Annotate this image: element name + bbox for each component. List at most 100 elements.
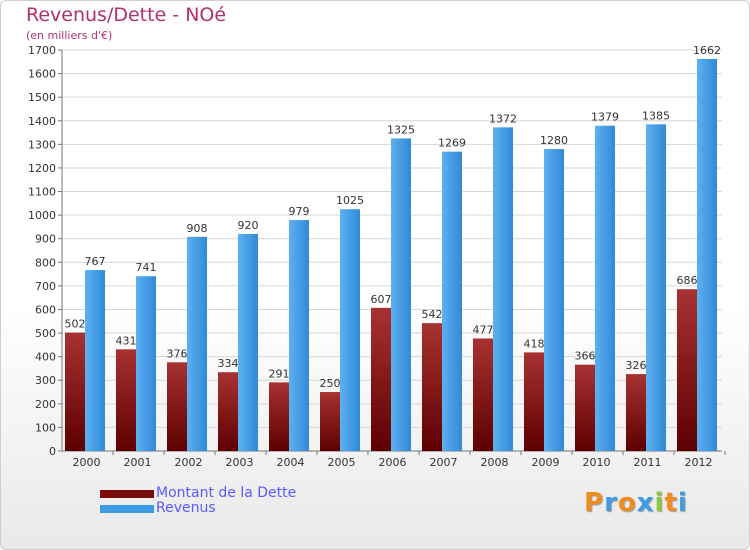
data-label: 908 [187,222,208,235]
x-tick-label: 2004 [277,456,305,469]
data-label: 334 [218,357,239,370]
x-tick-label: 2008 [481,456,509,469]
y-tick-label: 300 [35,374,56,387]
y-tick-label: 800 [35,256,56,269]
data-label: 741 [136,261,157,274]
bar-revenus [136,276,156,451]
data-label: 920 [238,219,259,232]
bar-dette [575,364,595,451]
bar-revenus [697,58,717,451]
x-tick-label: 2001 [124,456,152,469]
bar-revenus [595,125,615,452]
y-tick-label: 1300 [28,138,56,151]
bar-revenus [442,151,462,452]
bar-revenus [340,209,360,451]
bar-revenus [238,233,258,451]
bar-dette [218,372,238,451]
x-tick-label: 2006 [379,456,407,469]
bar-dette [677,289,697,451]
y-tick-label: 0 [49,445,56,458]
bar-revenus [187,236,207,451]
x-tick-label: 2003 [226,456,254,469]
bar-dette [269,382,289,451]
data-label: 418 [524,337,545,350]
x-tick-label: 2005 [328,456,356,469]
data-label: 502 [65,318,86,331]
legend-label-revenus: Revenus [156,500,216,516]
chart-subtitle: (en milliers d'€) [26,29,113,42]
y-tick-labels: 0 100 200 300 400 500 600 700 800 900 1000 1100 1200… [28,44,62,458]
bar-revenus [289,220,309,451]
data-label: 607 [371,293,392,306]
data-label: 1269 [438,137,466,150]
y-tick-label: 1100 [28,186,56,199]
data-label: 1325 [387,123,415,136]
y-tick-label: 400 [35,351,56,364]
data-label: 250 [320,377,341,390]
bar-revenus [391,138,411,452]
bar-dette [320,392,340,451]
y-tick-label: 500 [35,327,56,340]
y-tick-label: 1500 [28,91,56,104]
bar-revenus [646,124,666,451]
chart-title: Revenus/Dette - NOé [26,4,227,26]
bar-dette [371,307,391,451]
logo-letter: i [677,488,688,518]
logo-letter: P [584,488,605,518]
bar-revenus [85,270,105,451]
y-tick-label: 700 [35,280,56,293]
data-label: 1025 [336,194,364,207]
logo-letter: r [604,488,618,518]
proxiti-logo: Proxiti [584,488,688,518]
bar-dette [116,349,136,451]
y-tick-label: 900 [35,233,56,246]
logo-letter: x [636,488,655,518]
logo-letter: t [664,488,678,518]
data-label: 477 [473,323,494,336]
data-label: 1385 [642,109,670,122]
y-tick-label: 1700 [28,44,56,57]
data-label: 1280 [540,134,568,147]
y-tick-label: 1200 [28,162,56,175]
bar-revenus [544,149,564,451]
bar-dette [626,374,646,451]
x-tick-label: 2011 [634,456,662,469]
y-tick-label: 1000 [28,209,56,222]
data-label: 326 [626,359,647,372]
data-label: 1379 [591,111,619,124]
data-label: 366 [575,350,596,363]
y-tick-label: 1400 [28,115,56,128]
y-tick-label: 100 [35,421,56,434]
bar-revenus [493,127,513,451]
legend-label-dette: Montant de la Dette [156,485,297,501]
data-label: 542 [422,308,443,321]
data-label: 431 [116,334,137,347]
legend-swatch-revenus [100,505,154,513]
data-label: 291 [269,367,290,380]
x-tick-label: 2009 [532,456,560,469]
data-label: 979 [289,205,310,218]
x-tick-labels: 2000 2001 2002 2003 2004 2005 2006 2007 2008 2009… [73,451,726,469]
bars [65,58,717,452]
x-tick-label: 2007 [430,456,458,469]
bar-dette [167,362,187,451]
bar-dette [524,352,544,451]
bar-dette [65,332,85,451]
x-tick-label: 2002 [175,456,203,469]
data-label: 767 [85,255,106,268]
logo-letter: o [617,488,637,518]
x-tick-label: 2012 [685,456,713,469]
data-label: 376 [167,347,188,360]
y-tick-label: 1600 [28,68,56,81]
y-tick-label: 600 [35,303,56,316]
bar-dette [473,338,493,451]
logo-letter: i [654,488,665,518]
data-labels: 502 431 376 334 291 250 607 542 477 418 366 326 686 7… [65,44,722,390]
data-label: 1372 [489,112,517,125]
bar-dette [422,323,442,451]
legend-swatch-dette [100,490,154,498]
data-label: 686 [677,274,698,287]
y-tick-label: 200 [35,398,56,411]
